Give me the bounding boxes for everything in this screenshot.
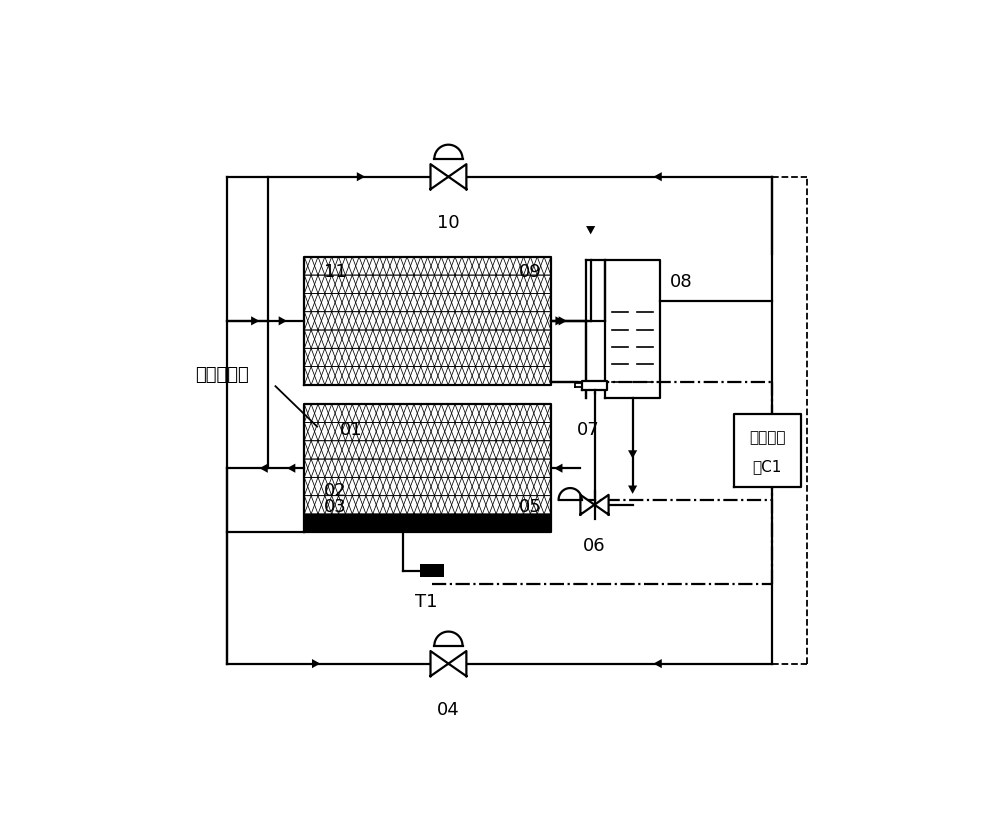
Polygon shape	[559, 316, 567, 325]
Text: 02: 02	[324, 482, 346, 500]
Polygon shape	[287, 463, 295, 473]
Text: 03: 03	[324, 498, 346, 516]
Polygon shape	[304, 404, 551, 532]
Text: 08: 08	[669, 273, 692, 291]
Text: 09: 09	[519, 263, 542, 281]
Polygon shape	[628, 450, 637, 458]
Text: 05: 05	[519, 498, 542, 516]
Polygon shape	[582, 380, 607, 390]
Polygon shape	[448, 651, 466, 676]
Polygon shape	[434, 145, 463, 159]
Text: 01: 01	[340, 421, 362, 438]
Polygon shape	[434, 631, 463, 646]
Text: 07: 07	[577, 422, 599, 439]
Polygon shape	[312, 659, 320, 668]
Text: T1: T1	[415, 593, 437, 612]
Polygon shape	[605, 260, 660, 398]
Polygon shape	[357, 172, 365, 181]
Polygon shape	[279, 316, 287, 325]
Polygon shape	[575, 383, 582, 387]
Polygon shape	[430, 164, 448, 189]
Polygon shape	[653, 172, 662, 181]
Text: 控制模块: 控制模块	[749, 431, 785, 446]
Polygon shape	[430, 651, 448, 676]
Polygon shape	[653, 659, 662, 668]
Text: 11: 11	[324, 263, 346, 281]
Polygon shape	[420, 564, 444, 577]
Text: 块C1: 块C1	[752, 459, 782, 474]
Polygon shape	[580, 495, 595, 514]
Text: 04: 04	[437, 701, 460, 719]
Polygon shape	[734, 414, 801, 488]
Polygon shape	[628, 486, 637, 494]
Polygon shape	[595, 495, 609, 514]
Text: 06: 06	[583, 537, 606, 555]
Text: 10: 10	[437, 214, 460, 232]
Polygon shape	[304, 514, 551, 532]
Polygon shape	[586, 226, 595, 235]
Polygon shape	[448, 164, 466, 189]
Text: 制冷剂通道: 制冷剂通道	[195, 366, 249, 384]
Polygon shape	[555, 316, 564, 325]
Polygon shape	[304, 257, 551, 385]
Polygon shape	[554, 463, 562, 473]
Polygon shape	[259, 463, 268, 473]
Polygon shape	[559, 488, 582, 499]
Polygon shape	[251, 316, 259, 325]
